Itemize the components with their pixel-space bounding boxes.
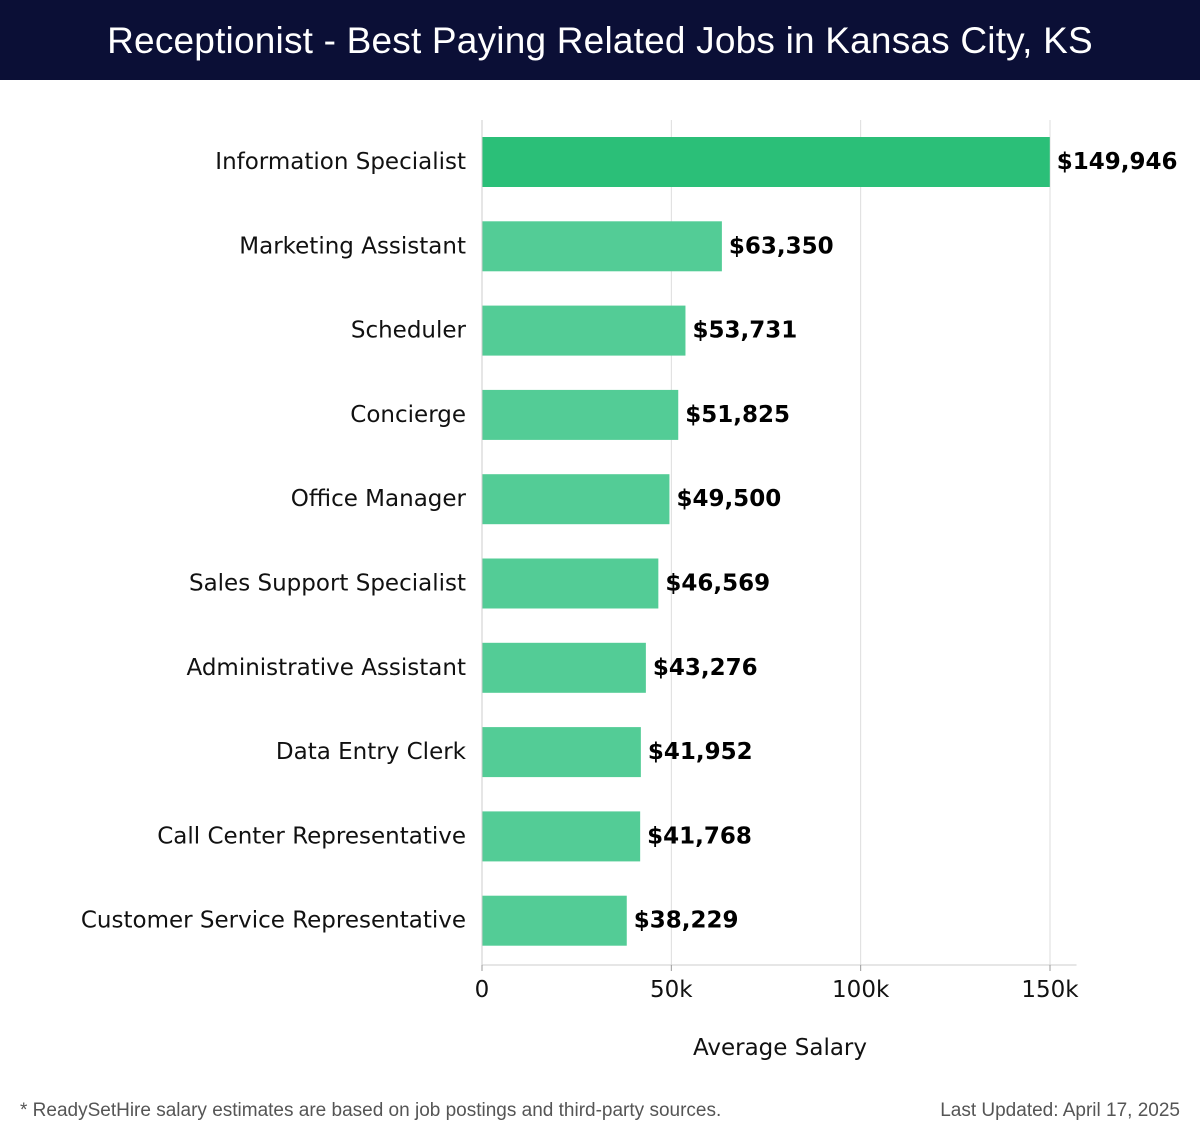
- last-updated: Last Updated: April 17, 2025: [940, 1100, 1180, 1121]
- bar-4[interactable]: [482, 474, 670, 525]
- bar-2[interactable]: [482, 305, 686, 356]
- chart-title: Receptionist - Best Paying Related Jobs …: [107, 19, 1093, 61]
- category-label-4: Office Manager: [291, 486, 467, 512]
- category-label-7: Data Entry Clerk: [276, 739, 467, 765]
- category-label-1: Marketing Assistant: [239, 233, 466, 259]
- bar-9[interactable]: [482, 895, 627, 946]
- value-label-8: $41,768: [647, 823, 752, 849]
- category-label-9: Customer Service Representative: [81, 908, 466, 934]
- bar-7[interactable]: [482, 727, 641, 778]
- category-label-3: Concierge: [350, 402, 466, 428]
- category-label-5: Sales Support Specialist: [189, 571, 466, 597]
- x-tick-label-150k: 150k: [1021, 977, 1079, 1003]
- value-label-1: $63,350: [729, 233, 834, 259]
- category-label-8: Call Center Representative: [157, 823, 466, 849]
- category-label-6: Administrative Assistant: [186, 655, 466, 681]
- value-label-0: $149,946: [1057, 149, 1178, 175]
- category-label-0: Information Specialist: [215, 149, 466, 175]
- bar-0[interactable]: [482, 137, 1050, 187]
- salary-bar-chart: Information Specialist $149,946 Marketing …: [81, 120, 1178, 1061]
- value-label-5: $46,569: [665, 571, 770, 597]
- axis-layer: 0 50k 100k 150k: [475, 120, 1079, 1003]
- category-label-2: Scheduler: [351, 318, 467, 344]
- bar-5[interactable]: [482, 558, 659, 609]
- value-label-9: $38,229: [634, 908, 739, 934]
- x-axis-title: Average Salary: [693, 1035, 867, 1061]
- bar-6[interactable]: [482, 642, 646, 693]
- bar-layer: [482, 137, 1050, 946]
- bar-1[interactable]: [482, 221, 722, 272]
- footer-note: * ReadySetHire salary estimates are base…: [20, 1100, 722, 1121]
- value-label-3: $51,825: [685, 402, 790, 428]
- x-tick-label-100k: 100k: [832, 977, 890, 1003]
- label-layer: Information Specialist $149,946 Marketing …: [81, 149, 1178, 934]
- x-tick-label-50k: 50k: [650, 977, 693, 1003]
- value-label-7: $41,952: [648, 739, 753, 765]
- value-label-2: $53,731: [692, 318, 797, 344]
- value-label-4: $49,500: [676, 486, 781, 512]
- bar-8[interactable]: [482, 811, 641, 862]
- bar-3[interactable]: [482, 389, 679, 440]
- value-label-6: $43,276: [653, 655, 758, 681]
- x-tick-label-0: 0: [475, 977, 490, 1003]
- header-bar: Receptionist - Best Paying Related Jobs …: [0, 0, 1200, 80]
